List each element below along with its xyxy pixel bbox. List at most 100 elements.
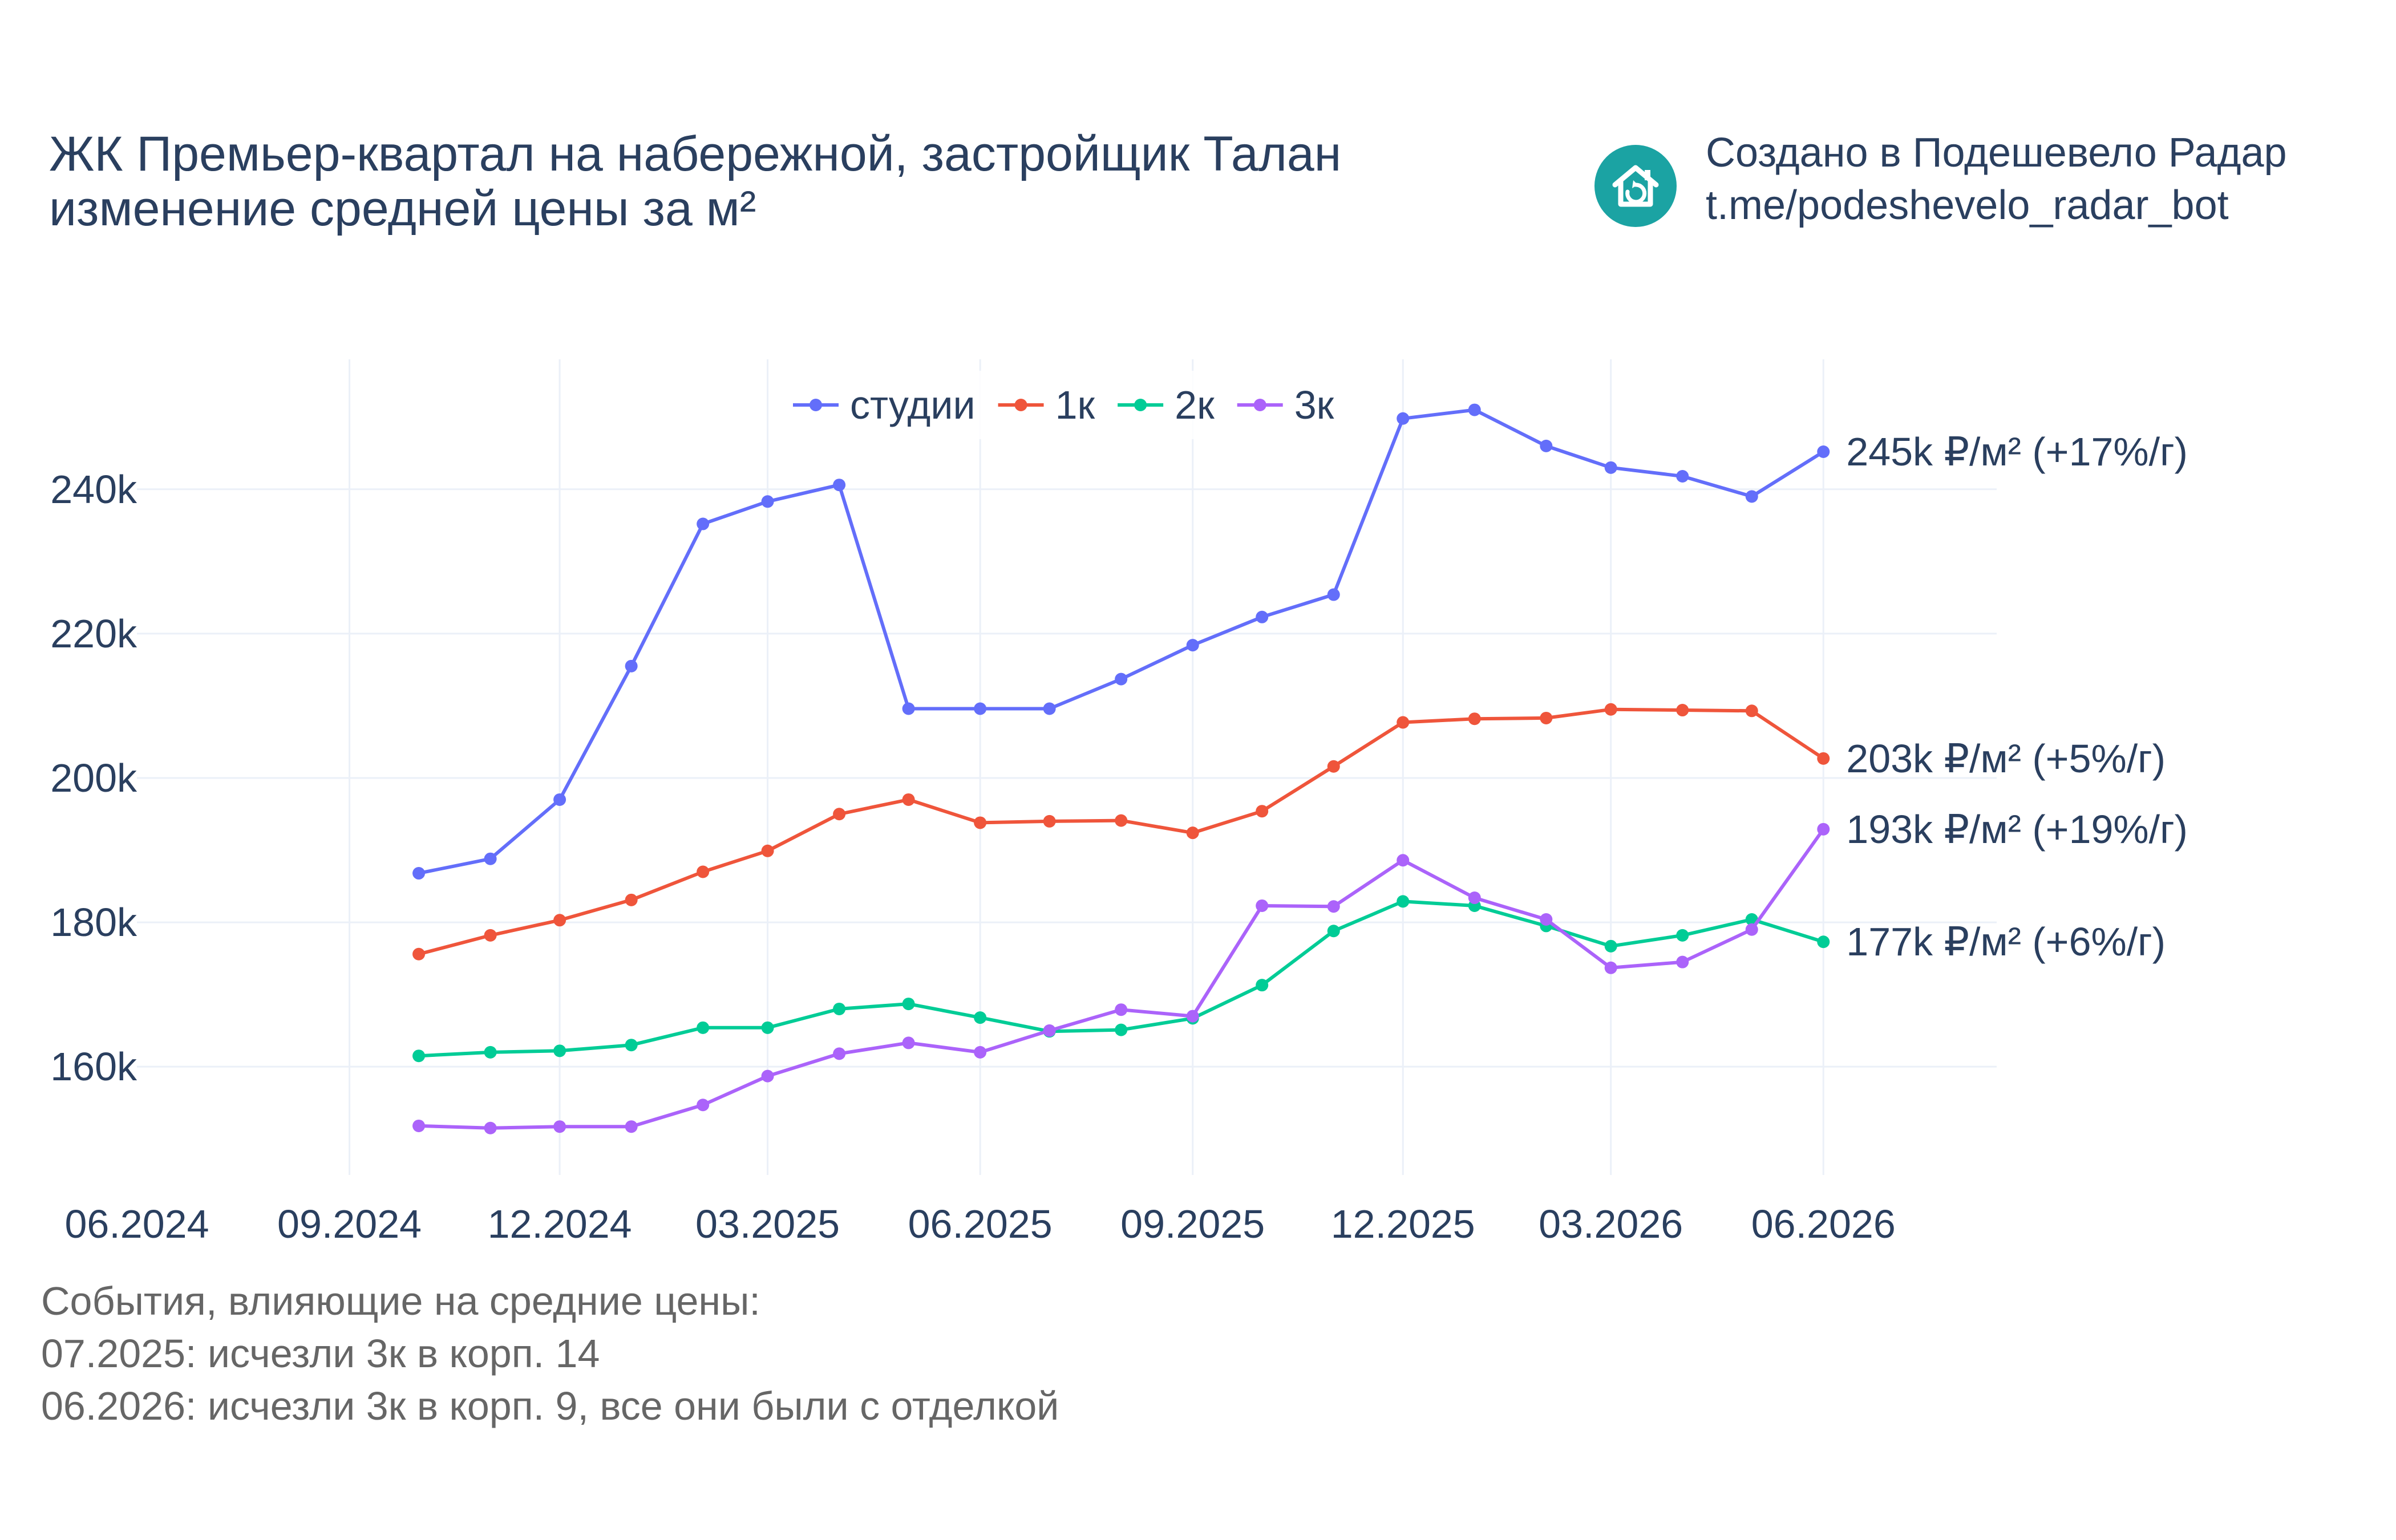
data-point: [1256, 610, 1269, 623]
data-point: [625, 893, 638, 906]
legend-swatch-marker: [1134, 399, 1147, 411]
y-tick-label: 180k: [50, 900, 137, 945]
chart-title: ЖК Премьер-квартал на набережной, застро…: [49, 127, 1341, 236]
y-tick-label: 200k: [50, 756, 137, 800]
series-end-label: 193k ₽/м² (+19%/г): [1846, 807, 2188, 852]
data-point: [1604, 939, 1617, 953]
data-point: [902, 1036, 915, 1049]
data-point: [1676, 704, 1689, 717]
data-point: [902, 998, 915, 1011]
data-point: [1256, 979, 1269, 992]
x-tick-label: 06.2025: [908, 1202, 1053, 1246]
data-point: [1327, 925, 1340, 938]
data-point: [1043, 702, 1056, 715]
house-refresh-icon: [1594, 145, 1677, 227]
chart-title-line-2: изменение средней цены за м²: [49, 181, 756, 236]
data-point: [1397, 895, 1410, 908]
data-point: [1540, 439, 1553, 452]
data-point: [1468, 403, 1481, 416]
data-point: [1397, 412, 1410, 425]
data-point: [1115, 814, 1128, 827]
series-line-4: [419, 828, 1825, 1130]
legend-label: студии: [850, 383, 976, 427]
data-point: [553, 793, 566, 806]
x-tick-label: 09.2025: [1120, 1202, 1265, 1246]
data-point: [1817, 752, 1830, 765]
data-point: [902, 793, 915, 806]
data-point: [1256, 805, 1269, 818]
data-point: [833, 808, 846, 821]
x-tick-label: 06.2026: [1751, 1202, 1896, 1246]
data-point: [761, 1021, 774, 1034]
x-tick-label: 03.2025: [695, 1202, 840, 1246]
data-point: [1186, 639, 1199, 652]
series-end-label: 177k ₽/м² (+6%/г): [1846, 919, 2166, 964]
data-point: [697, 1021, 710, 1034]
x-tick-label: 06.2024: [64, 1202, 209, 1246]
data-point: [697, 517, 710, 530]
data-point: [1115, 672, 1128, 686]
data-point: [833, 1047, 846, 1060]
data-point: [1186, 1010, 1199, 1023]
data-point: [1115, 1003, 1128, 1016]
y-tick-label: 160k: [50, 1044, 137, 1089]
data-point: [697, 865, 710, 878]
data-point: [1604, 703, 1617, 716]
data-point: [1397, 854, 1410, 867]
series-end-label: 203k ₽/м² (+5%/г): [1846, 736, 2166, 781]
legend-swatch-marker: [1014, 399, 1027, 411]
data-point: [1745, 490, 1758, 503]
data-point: [1043, 814, 1056, 828]
legend-swatch-marker: [1253, 399, 1266, 411]
data-point: [1043, 1024, 1056, 1037]
notes-heading: События, влияющие на средние цены:: [41, 1279, 760, 1323]
data-point: [1115, 1023, 1128, 1036]
data-point: [902, 702, 915, 715]
data-point: [833, 479, 846, 492]
data-point: [1327, 588, 1340, 601]
data-point: [1468, 891, 1481, 905]
data-point: [553, 1044, 566, 1057]
data-point: [625, 1120, 638, 1133]
data-point: [974, 816, 987, 829]
legend-label: 2к: [1175, 383, 1215, 427]
data-point: [1745, 704, 1758, 718]
data-point: [1468, 712, 1481, 726]
series-end-label: 245k ₽/м² (+17%/г): [1846, 429, 2188, 474]
legend-label: 1к: [1055, 383, 1095, 427]
data-point: [761, 844, 774, 857]
data-point: [412, 1119, 426, 1132]
credit: Создано в Подешевело Радар t.me/podeshev…: [1706, 127, 2287, 232]
legend-swatch-marker: [810, 399, 822, 411]
data-point: [412, 867, 426, 880]
data-point: [974, 1045, 987, 1059]
x-tick-label: 12.2025: [1331, 1202, 1475, 1246]
x-tick-label: 03.2026: [1539, 1202, 1683, 1246]
x-tick-label: 09.2024: [277, 1202, 422, 1246]
data-point: [1540, 913, 1553, 926]
data-point: [625, 1039, 638, 1052]
data-point: [484, 852, 497, 865]
data-point: [1540, 711, 1553, 724]
events-notes: События, влияющие на средние цены: 07.20…: [41, 1275, 1059, 1432]
data-point: [974, 702, 987, 715]
credit-link[interactable]: t.me/podeshevelo_radar_bot: [1706, 183, 2229, 228]
data-point: [412, 947, 426, 961]
notes-item-2: 06.2026: исчезли 3к в корп. 9, все они б…: [41, 1384, 1059, 1428]
data-point: [1256, 899, 1269, 912]
data-point: [974, 1011, 987, 1024]
data-point: [1745, 923, 1758, 936]
data-point: [1676, 929, 1689, 942]
data-point: [1186, 826, 1199, 840]
data-point: [833, 1002, 846, 1015]
y-tick-label: 240k: [50, 467, 137, 512]
data-point: [1604, 961, 1617, 974]
y-tick-label: 220k: [50, 611, 137, 656]
credit-line-1: Создано в Подешевело Радар: [1706, 130, 2287, 176]
data-point: [761, 495, 774, 508]
legend-label: 3к: [1294, 383, 1334, 427]
data-point: [1676, 470, 1689, 483]
chart-title-line-1: ЖК Премьер-квартал на набережной, застро…: [49, 127, 1342, 181]
